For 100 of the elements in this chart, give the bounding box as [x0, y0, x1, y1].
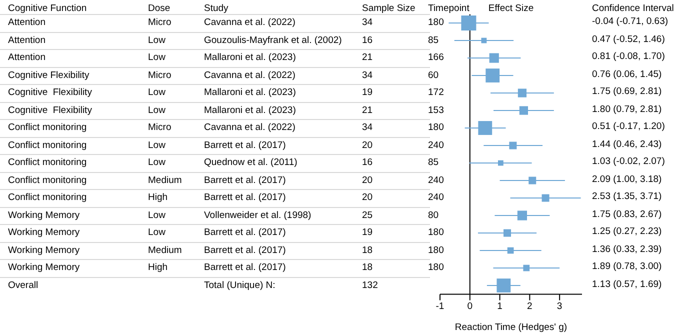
- text: Quednow et al. (2011): [204, 157, 298, 168]
- chart-title: Effect Size: [488, 3, 534, 14]
- text: Total (Unique) N:: [204, 280, 276, 291]
- text: 21: [362, 104, 373, 116]
- text: Conflict monitoring: [8, 192, 87, 204]
- x-tick-label: 0: [467, 300, 473, 312]
- text: 25: [362, 210, 373, 221]
- x-tick-label: 3: [556, 300, 562, 312]
- text: Mallaroni et al. (2023): [204, 87, 296, 98]
- text: Working Memory: [8, 244, 80, 256]
- text: 153: [428, 104, 444, 116]
- data-label: 1.44 (0.46, 2.43): [592, 138, 662, 150]
- text: Low: [148, 104, 166, 116]
- text: 20: [362, 192, 373, 204]
- text: Attention: [8, 52, 46, 64]
- text: Micro: [148, 70, 172, 81]
- text: Confidence Interval: [592, 3, 674, 14]
- text: Cognitive Flexibility: [8, 104, 92, 116]
- text: Cavanna et al. (2022): [204, 70, 296, 81]
- text: Medium: [148, 174, 182, 186]
- text: High: [148, 262, 168, 274]
- category-label: Study: [204, 3, 228, 14]
- text: 180: [428, 17, 444, 28]
- data-label: 2.09 (1.00, 3.18): [592, 174, 662, 185]
- text: Cognitive Flexibility: [8, 70, 90, 81]
- x-tick-label: -1: [436, 300, 444, 312]
- data-label: 0.51 (-0.17, 1.20): [592, 121, 665, 132]
- text: Working Memory: [8, 262, 80, 274]
- text: 132: [362, 280, 378, 291]
- text: Barrett et al. (2017): [204, 262, 286, 274]
- text: Low: [148, 210, 166, 221]
- text: 85: [428, 34, 439, 46]
- text: Mallaroni et al. (2023): [204, 104, 296, 116]
- data-label: 1.80 (0.79, 2.81): [592, 104, 662, 115]
- text: 34: [362, 17, 373, 28]
- text: 19: [362, 87, 373, 98]
- text: 34: [362, 70, 373, 81]
- text: 166: [428, 52, 444, 64]
- text: Working Memory: [8, 210, 80, 221]
- data-label: 1.89 (0.78, 3.00): [592, 261, 662, 272]
- text: Gouzoulis-Mayfrank et al. (2002): [204, 34, 342, 46]
- data-label: 1.03 (-0.02, 2.07): [592, 156, 665, 168]
- text: 240: [428, 174, 444, 186]
- data-label: 2.53 (1.35, 3.71): [592, 191, 662, 202]
- data-label: 1.13 (0.57, 1.69): [592, 278, 662, 290]
- text: 18: [362, 244, 373, 256]
- text: Conflict monitoring: [8, 157, 87, 168]
- text: 180: [428, 262, 444, 274]
- data-label: -0.04 (-0.71, 0.63): [592, 16, 668, 28]
- text: Micro: [148, 17, 172, 28]
- text: 18: [362, 262, 373, 274]
- x-axis-title: Reaction Time (Hedges' g): [454, 322, 568, 333]
- text: Low: [148, 157, 166, 168]
- data-label: 1.36 (0.33, 2.39): [592, 244, 662, 255]
- text: 34: [362, 122, 373, 134]
- text: Conflict monitoring: [8, 140, 87, 151]
- text: High: [148, 192, 168, 204]
- text: 21: [362, 52, 373, 64]
- text: Cognitive Flexibility: [8, 87, 92, 98]
- text: 80: [428, 210, 439, 221]
- text: 19: [362, 227, 373, 238]
- text: Low: [148, 34, 166, 46]
- data-label: 1.75 (0.83, 2.67): [592, 208, 662, 220]
- category-label: Cognitive Function: [8, 3, 87, 14]
- text: Attention: [8, 17, 46, 28]
- x-tick-label: 2: [527, 300, 532, 312]
- text: Low: [148, 227, 166, 238]
- text: 20: [362, 174, 373, 186]
- text: 172: [428, 87, 444, 98]
- data-label: 1.25 (0.27, 2.23): [592, 226, 662, 238]
- text: Low: [148, 52, 166, 64]
- category-label: Sample Size: [362, 3, 416, 14]
- category-label: Timepoint: [428, 3, 470, 14]
- text: Cavanna et al. (2022): [204, 122, 296, 134]
- text: 60: [428, 70, 439, 81]
- text: Micro: [148, 122, 172, 134]
- text: Overall: [8, 280, 38, 291]
- text: Vollenweider et al. (1998): [204, 210, 312, 221]
- text: Attention: [8, 34, 46, 46]
- text: Low: [148, 140, 166, 151]
- text: 180: [428, 244, 444, 256]
- text: 16: [362, 157, 373, 168]
- data-label: 0.81 (-0.08, 1.70): [592, 51, 665, 62]
- text: 20: [362, 140, 373, 151]
- data-label: 1.75 (0.69, 2.81): [592, 86, 662, 98]
- text: Barrett et al. (2017): [204, 227, 286, 238]
- text: Conflict monitoring: [8, 122, 87, 134]
- text: Barrett et al. (2017): [204, 192, 286, 204]
- text: Barrett et al. (2017): [204, 140, 286, 151]
- text: 180: [428, 227, 444, 238]
- text: Working Memory: [8, 227, 80, 238]
- text: 240: [428, 140, 444, 151]
- data-label: 0.47 (-0.52, 1.46): [592, 34, 665, 45]
- text: 16: [362, 34, 373, 46]
- text: Low: [148, 87, 166, 98]
- text: 240: [428, 192, 444, 204]
- data-label: 0.76 (0.06, 1.45): [592, 68, 662, 80]
- x-tick-label: 1: [497, 300, 502, 312]
- text: Cavanna et al. (2022): [204, 17, 296, 28]
- text: Barrett et al. (2017): [204, 174, 286, 186]
